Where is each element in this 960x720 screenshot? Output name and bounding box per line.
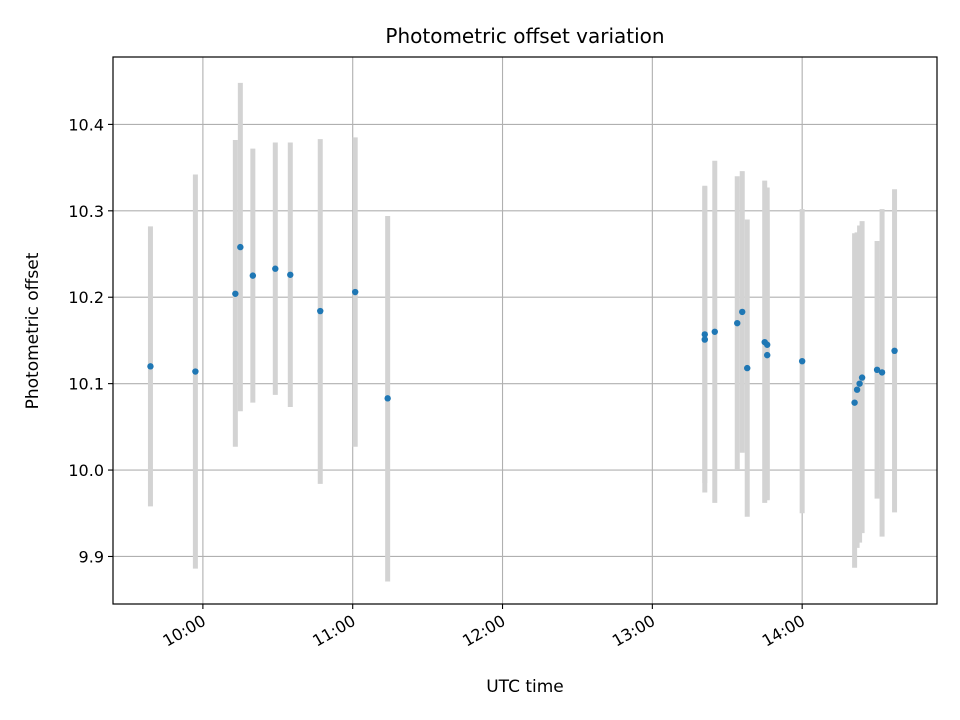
data-point [317,307,324,315]
data-point [891,347,898,355]
data-point [853,386,861,393]
data-point [192,368,199,375]
y-tick-label: 10.2 [68,288,104,307]
y-axis-ticks: 9.9 10.0 10.1 10.2 10.3 10.4 [68,115,113,566]
data-point [764,351,771,359]
data-point [851,399,858,406]
data-point [249,272,257,279]
data-point [287,271,294,278]
x-axis-title: UTC time [486,677,564,697]
data-point [147,363,154,370]
data-point [352,288,359,296]
data-points [147,243,898,406]
data-point [734,319,741,327]
data-point [878,369,886,376]
data-point [744,364,751,372]
data-point [873,366,881,374]
data-point [701,336,708,343]
data-point [798,357,806,365]
data-point [858,374,866,381]
data-point [237,243,244,251]
y-axis-title: Photometric offset [23,252,43,409]
data-point [272,265,279,272]
data-point [701,331,708,338]
y-tick-label: 10.1 [68,375,104,394]
plot-area-frame [112,56,938,605]
data-point [856,380,863,387]
data-point [739,308,746,316]
y-tick-label: 10.4 [68,115,104,134]
data-point [232,290,239,297]
data-point [764,341,771,348]
chart-title: Photometric offset variation [385,24,664,48]
y-tick-label: 10.0 [68,461,104,480]
y-tick-label: 9.9 [79,547,104,566]
data-point [711,328,718,335]
data-point [384,395,391,402]
y-tick-label: 10.3 [68,202,104,221]
